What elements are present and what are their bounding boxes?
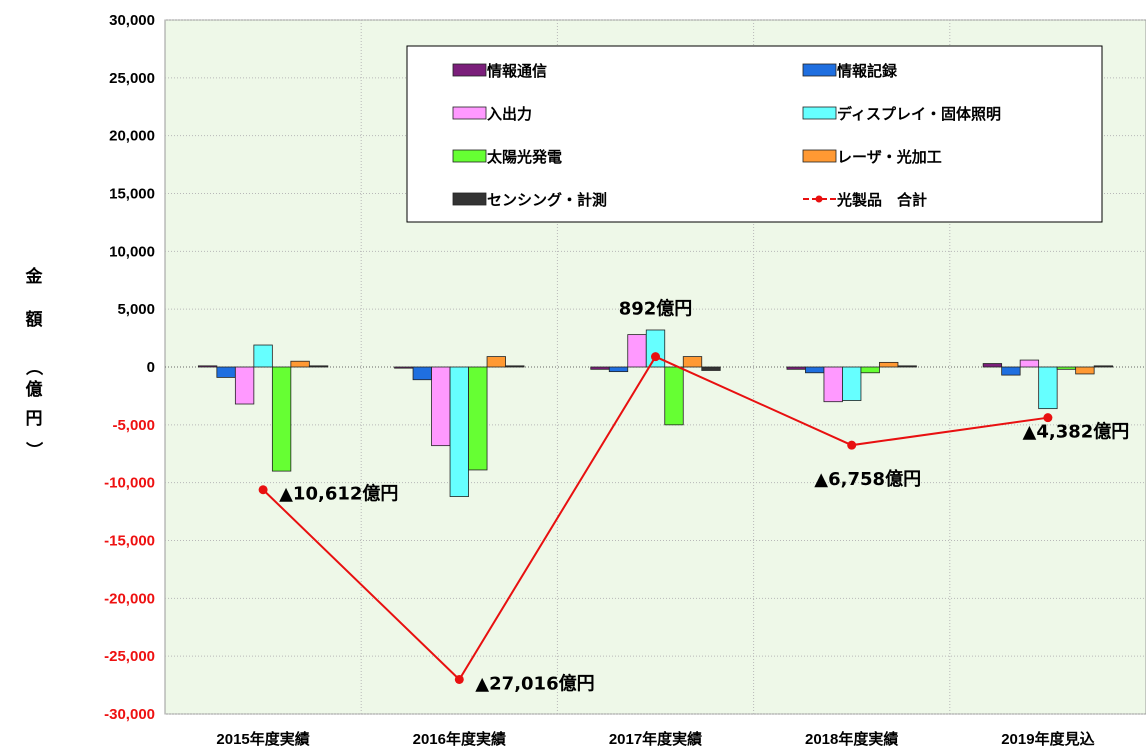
bar bbox=[1001, 366, 1021, 376]
bar bbox=[253, 344, 273, 368]
bar bbox=[879, 361, 899, 368]
legend-entry-label: 情報記録 bbox=[837, 62, 898, 80]
legend-entry-label: 入出力 bbox=[487, 105, 532, 123]
y-tick-label: 15,000 bbox=[109, 186, 155, 203]
y-tick-label: 25,000 bbox=[109, 70, 155, 87]
y-axis-label-char: 円 bbox=[26, 409, 43, 429]
total-label: ▲10,612億円 bbox=[279, 483, 398, 505]
bar bbox=[627, 334, 647, 368]
bar bbox=[1075, 366, 1095, 375]
y-axis-ticks: 30,000 25,000 20,000 15,000 10,000 5,000 0 -5,0… bbox=[104, 12, 155, 723]
bar bbox=[701, 366, 721, 371]
y-axis-label-char: 億 bbox=[26, 379, 43, 400]
total-label: ▲6,758億円 bbox=[814, 468, 921, 490]
bar bbox=[290, 360, 310, 368]
y-axis-label-char: 金 bbox=[25, 266, 44, 287]
legend-entry-label: 太陽光発電 bbox=[487, 148, 562, 166]
legend-swatch-marker bbox=[815, 195, 823, 203]
total-point bbox=[258, 485, 268, 495]
y-tick-label: 20,000 bbox=[109, 128, 155, 145]
y-axis-label-char: （ bbox=[23, 359, 44, 376]
bar bbox=[805, 366, 825, 374]
legend-swatch bbox=[452, 63, 487, 77]
bar bbox=[234, 366, 255, 405]
total-point bbox=[1043, 413, 1053, 423]
y-tick-label: -30,000 bbox=[104, 706, 155, 723]
total-point bbox=[651, 352, 660, 362]
bar bbox=[1038, 366, 1058, 410]
y-tick-label: -15,000 bbox=[104, 533, 155, 550]
y-tick-label: 0 bbox=[147, 359, 155, 376]
bar bbox=[1019, 359, 1040, 368]
bar bbox=[608, 366, 629, 373]
bar bbox=[823, 366, 843, 403]
y-axis-label-char: ） bbox=[23, 442, 44, 459]
bar bbox=[197, 365, 218, 368]
bar bbox=[860, 366, 880, 374]
x-tick-label: 2019年度見込 bbox=[1001, 730, 1094, 748]
legend-entry-label: ディスプレイ・固体照明 bbox=[837, 105, 1001, 123]
y-tick-label: -5,000 bbox=[112, 417, 155, 434]
bar bbox=[486, 356, 506, 368]
bars bbox=[197, 329, 1114, 497]
bar bbox=[412, 366, 432, 381]
bar bbox=[431, 366, 451, 447]
bar bbox=[786, 366, 806, 370]
total-point bbox=[454, 674, 464, 684]
bar bbox=[505, 365, 525, 368]
bar bbox=[982, 363, 1003, 368]
bar bbox=[308, 365, 329, 368]
legend-entry-label: 情報通信 bbox=[487, 62, 547, 80]
y-tick-label: 5,000 bbox=[117, 301, 155, 318]
bar bbox=[216, 366, 236, 378]
y-tick-label: -25,000 bbox=[104, 648, 155, 665]
total-annotations: ▲10,612億円 ▲27,016億円 892億円 ▲6,758億円 ▲4,382億円 bbox=[279, 298, 1129, 695]
bar bbox=[645, 329, 666, 368]
bar bbox=[682, 356, 703, 368]
total-label: ▲4,382億円 bbox=[1023, 421, 1130, 443]
bar bbox=[664, 366, 684, 426]
bar bbox=[1056, 366, 1077, 370]
y-tick-label: -10,000 bbox=[104, 475, 155, 492]
legend-entry-label: 光製品 合計 bbox=[836, 191, 927, 209]
legend-box bbox=[406, 45, 1103, 223]
legend-swatch bbox=[802, 63, 837, 77]
bar bbox=[590, 366, 610, 370]
x-axis-categories: 2015年度実績 2016年度実績 2017年度実績 2018年度実績 2019年度見込 bbox=[216, 730, 1094, 748]
total-line bbox=[258, 352, 1053, 684]
y-tick-label: -20,000 bbox=[104, 590, 155, 607]
y-axis-label-char: 額 bbox=[25, 309, 43, 330]
legend-swatch bbox=[452, 106, 487, 120]
total-label: ▲27,016億円 bbox=[475, 672, 594, 694]
bar bbox=[271, 366, 292, 472]
x-tick-label: 2018年度実績 bbox=[805, 730, 898, 748]
bar bbox=[897, 365, 917, 368]
legend-swatch bbox=[802, 106, 837, 120]
y-axis-label: 金額 （ 億円 ） bbox=[23, 266, 44, 459]
bar bbox=[449, 366, 469, 497]
x-tick-label: 2016年度実績 bbox=[413, 730, 506, 748]
x-tick-label: 2017年度実績 bbox=[609, 730, 702, 748]
legend-entry-label: センシング・計測 bbox=[487, 191, 607, 209]
legend-swatch bbox=[452, 192, 487, 206]
legend-swatch bbox=[452, 149, 487, 163]
bar bbox=[468, 366, 488, 471]
bar bbox=[842, 366, 862, 401]
bar bbox=[394, 366, 414, 369]
x-tick-label: 2015年度実績 bbox=[216, 730, 309, 748]
total-label: 892億円 bbox=[619, 298, 693, 320]
bar bbox=[1093, 365, 1114, 368]
y-tick-label: 30,000 bbox=[109, 12, 155, 29]
legend-entry-label: レーザ・光加工 bbox=[837, 148, 942, 166]
legend-swatch bbox=[802, 149, 837, 163]
total-point bbox=[847, 440, 857, 450]
y-tick-label: 10,000 bbox=[109, 243, 155, 260]
